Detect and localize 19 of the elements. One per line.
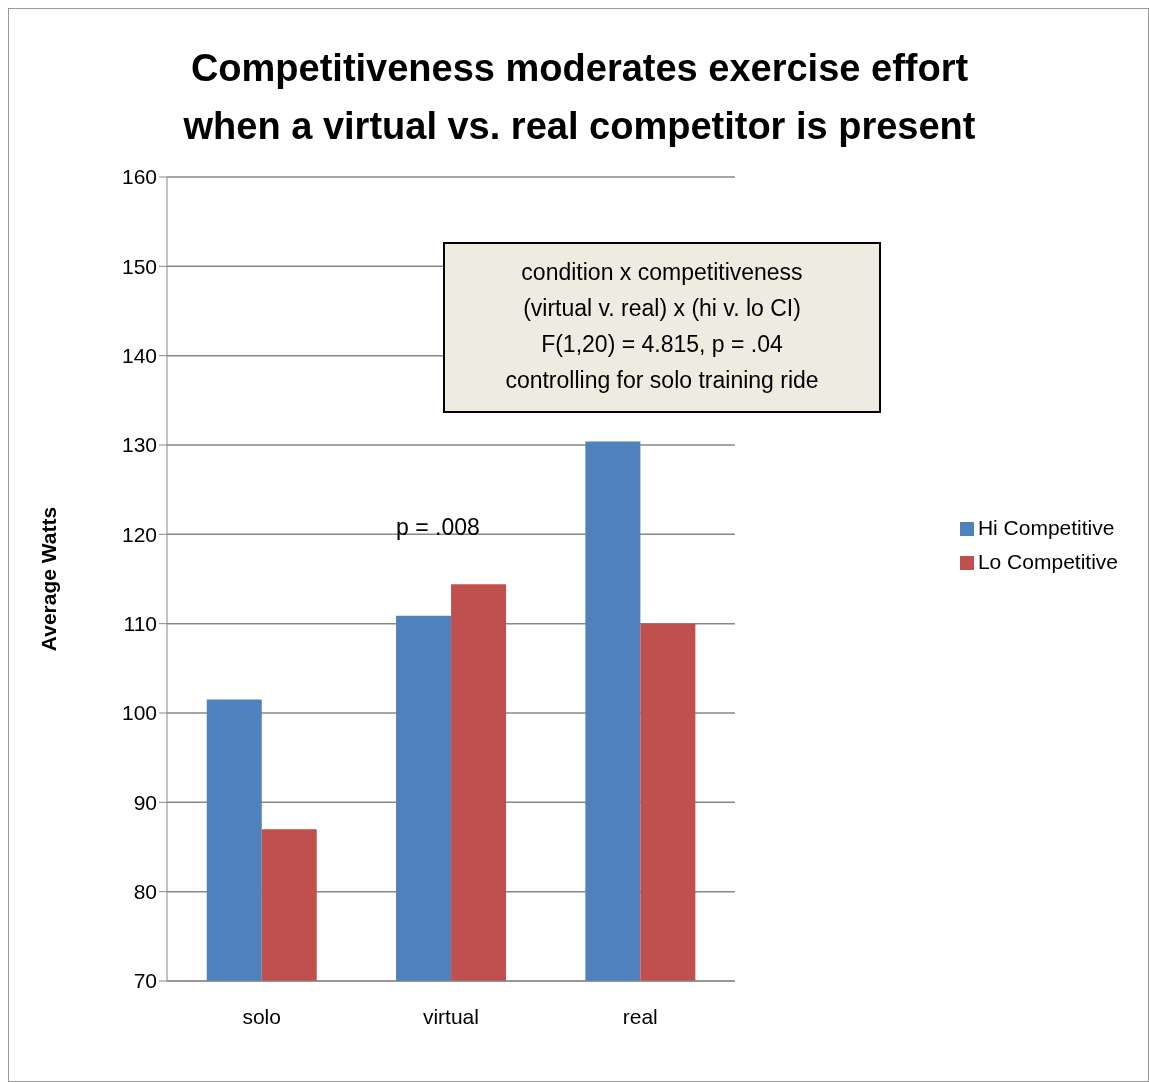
note-box: condition x competitiveness (virtual v. real) x (hi v. lo CI) F(1,20) = 4.815, p = .04 controlling for solo training ride [443,242,881,413]
y-tick-label: 120 [121,522,157,546]
annotation: p = .008 [396,514,480,541]
chart-title: Competitiveness moderates exercise effort when a virtual vs. real competitor is present [182,46,977,149]
x-tick-label: solo [242,1004,281,1028]
y-tick-label: 160 [121,165,157,189]
y-axis-title: Average Watts [37,506,61,652]
legend-label: Hi Competitive [977,516,1115,539]
legend-label: Lo Competitive [977,550,1118,573]
y-tick-label: 110 [123,612,157,636]
x-tick-label: real [622,1004,658,1028]
y-tick-label: 130 [121,433,157,457]
y-tick-label: 150 [121,254,157,278]
y-tick-label: 90 [133,790,157,814]
x-tick-label: virtual [422,1004,479,1028]
y-tick-label: 140 [121,344,157,368]
y-tick-label: 70 [133,969,157,993]
y-tick-label: 100 [121,701,157,725]
y-tick-label: 80 [133,880,157,904]
